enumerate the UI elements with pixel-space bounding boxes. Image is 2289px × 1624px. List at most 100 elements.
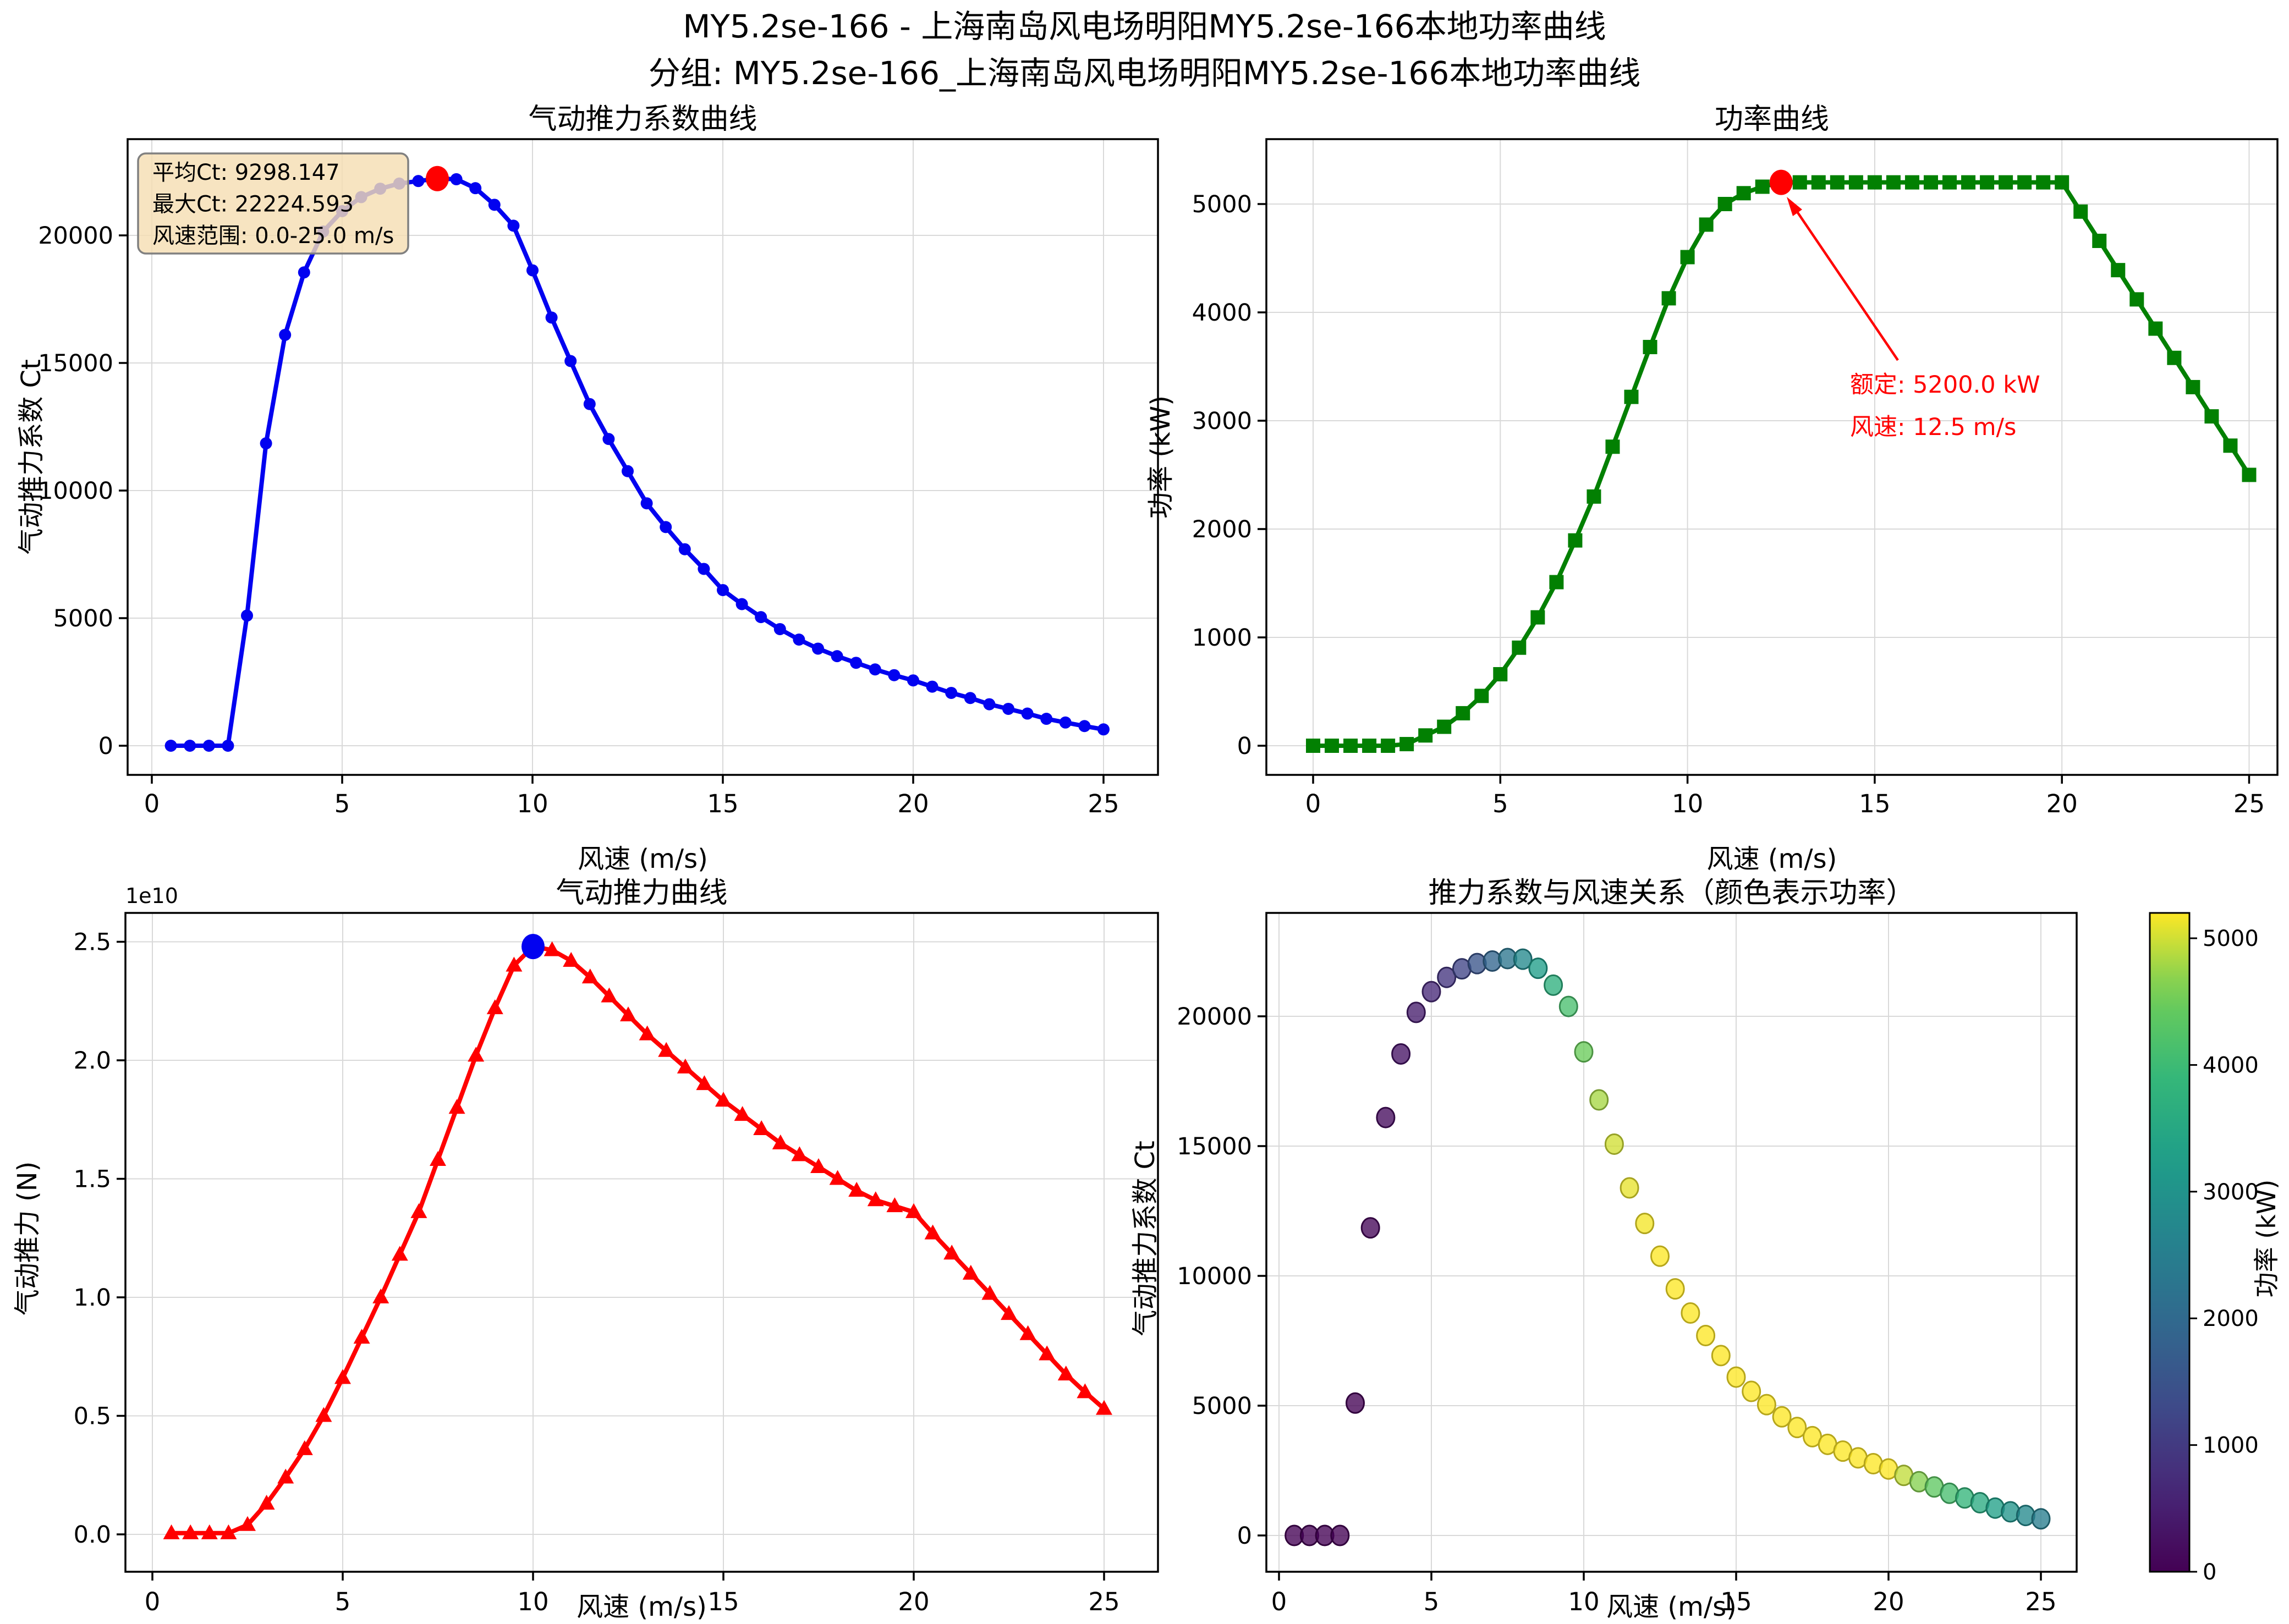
svg-text:5: 5 xyxy=(1424,1587,1440,1616)
x-axis: 0 5 10 15 20 25 风速 (m/s) xyxy=(1305,775,2265,874)
svg-text:5000: 5000 xyxy=(1192,191,1252,218)
rated-annotation: 额定: 5200.0 kW 风速: 12.5 m/s xyxy=(1787,197,2040,441)
svg-text:5000: 5000 xyxy=(53,605,113,632)
svg-text:25: 25 xyxy=(1088,1587,1119,1616)
svg-text:2000: 2000 xyxy=(1192,516,1252,543)
svg-text:4000: 4000 xyxy=(2203,1053,2259,1078)
svg-text:3000: 3000 xyxy=(1192,408,1252,435)
svg-text:风速 (m/s): 风速 (m/s) xyxy=(577,1592,707,1622)
svg-text:20: 20 xyxy=(898,1587,929,1616)
svg-text:0: 0 xyxy=(1237,1522,1252,1550)
svg-text:气动推力 (N): 气动推力 (N) xyxy=(12,1161,43,1316)
svg-text:3000: 3000 xyxy=(2203,1180,2259,1205)
svg-text:20: 20 xyxy=(1873,1587,1904,1616)
svg-text:15000: 15000 xyxy=(1177,1133,1252,1160)
svg-text:气动推力系数 Ct: 气动推力系数 Ct xyxy=(1130,1141,1161,1336)
svg-text:10000: 10000 xyxy=(1177,1263,1252,1290)
svg-text:20000: 20000 xyxy=(1177,1003,1252,1031)
svg-text:10: 10 xyxy=(1568,1587,1599,1616)
power-curve-rated-marker xyxy=(1769,169,1793,195)
y-axis: 0 5000 10000 15000 20000 气动推力系数 Ct xyxy=(1130,1003,1266,1550)
panel-title: 气动推力曲线 xyxy=(556,877,727,910)
svg-text:风速 (m/s): 风速 (m/s) xyxy=(1606,1592,1737,1622)
svg-text:0: 0 xyxy=(98,733,113,760)
svg-text:15: 15 xyxy=(707,789,738,818)
svg-text:1000: 1000 xyxy=(1192,624,1252,652)
svg-text:10000: 10000 xyxy=(38,477,113,505)
svg-text:风速 (m/s): 风速 (m/s) xyxy=(1707,844,1837,874)
svg-text:风速 (m/s): 风速 (m/s) xyxy=(578,844,708,874)
svg-text:15: 15 xyxy=(1720,1587,1752,1616)
svg-text:2000: 2000 xyxy=(2203,1306,2259,1331)
svg-text:5: 5 xyxy=(335,1587,351,1616)
svg-text:10: 10 xyxy=(1672,789,1703,818)
svg-text:最大Ct: 22224.593: 最大Ct: 22224.593 xyxy=(152,192,354,217)
spines xyxy=(124,912,1159,1573)
power-colorbar: 0 1000 2000 3000 4000 5000 功率 (kW) xyxy=(2149,912,2281,1585)
svg-text:1000: 1000 xyxy=(2203,1433,2259,1458)
x-axis: 0 5 10 15 20 25 风速 (m/s) xyxy=(1271,1572,2057,1622)
svg-text:5000: 5000 xyxy=(1192,1392,1252,1420)
spines xyxy=(1265,138,2279,776)
panel-title: 推力系数与风速关系（颜色表示功率） xyxy=(1428,877,1914,910)
svg-text:15000: 15000 xyxy=(38,350,113,377)
svg-text:10: 10 xyxy=(517,1587,548,1616)
svg-text:25: 25 xyxy=(1088,789,1119,818)
svg-text:0: 0 xyxy=(1305,789,1321,818)
svg-text:5000: 5000 xyxy=(2203,926,2259,951)
svg-text:0: 0 xyxy=(144,789,160,818)
svg-text:5: 5 xyxy=(334,789,350,818)
svg-text:5: 5 xyxy=(1492,789,1508,818)
spines xyxy=(127,138,1159,776)
svg-text:25: 25 xyxy=(2025,1587,2056,1616)
svg-text:0: 0 xyxy=(2203,1560,2216,1585)
x-axis: 0 5 10 15 20 25 风速 (m/s) xyxy=(144,775,1119,874)
spines xyxy=(1265,912,2078,1573)
y-axis: 0 1000 2000 3000 4000 5000 功率 (kW) xyxy=(1145,191,1266,760)
svg-text:2.0: 2.0 xyxy=(74,1047,111,1075)
panel-title: 气动推力系数曲线 xyxy=(528,103,757,136)
panel-power-curve: 额定: 5200.0 kW 风速: 12.5 m/s 0 5 10 15 20 25 风速 (m… xyxy=(1145,103,2279,874)
svg-text:4000: 4000 xyxy=(1192,299,1252,327)
svg-text:功率 (kW): 功率 (kW) xyxy=(2252,1180,2281,1298)
svg-text:1.0: 1.0 xyxy=(74,1284,111,1312)
svg-text:15: 15 xyxy=(1859,789,1890,818)
panel-title: 功率曲线 xyxy=(1715,103,1829,136)
svg-text:20: 20 xyxy=(897,789,929,818)
x-axis: 0 5 10 15 20 25 风速 (m/s) xyxy=(145,1572,1120,1622)
svg-text:2.5: 2.5 xyxy=(74,929,111,956)
y-axis: 0 5000 10000 15000 20000 气动推力系数 Ct xyxy=(16,222,128,760)
svg-text:功率 (kW): 功率 (kW) xyxy=(1145,395,1176,519)
svg-text:0: 0 xyxy=(1271,1587,1287,1616)
svg-text:25: 25 xyxy=(2233,789,2265,818)
figure-suptitle-line2: 分组: MY5.2se-166_上海南岛风电场明阳MY5.2se-166本地功率… xyxy=(648,54,1641,92)
panel-ct-vs-wind-scatter: 0 5 10 15 20 25 风速 (m/s) 0 5000 10000 15000 20000 气动… xyxy=(1130,877,2078,1622)
grid xyxy=(1266,139,2277,775)
svg-text:0: 0 xyxy=(1237,733,1252,760)
ct-vs-wind-scatter-series xyxy=(1285,948,2051,1546)
svg-text:0: 0 xyxy=(145,1587,161,1616)
svg-text:0.0: 0.0 xyxy=(74,1521,111,1549)
panel-ct-coefficient-curve: 平均Ct: 9298.147 最大Ct: 22224.593 风速范围: 0.0-2… xyxy=(16,103,1159,874)
ct-coefficient-curve-peak-marker xyxy=(426,166,449,191)
power-curve-series xyxy=(1306,175,2257,753)
grid xyxy=(125,913,1158,1572)
y-axis: 0.0 0.5 1.0 1.5 2.0 2.5 气动推力 (N) 1e10 xyxy=(12,884,178,1549)
stats-tooltip-box: 平均Ct: 9298.147 最大Ct: 22224.593 风速范围: 0.0-2… xyxy=(137,152,409,255)
svg-text:平均Ct: 9298.147: 平均Ct: 9298.147 xyxy=(152,160,340,185)
panel-thrust-curve: 0 5 10 15 20 25 风速 (m/s) 0.0 0.5 1.0 1.5 2.0 2.5 气动推力… xyxy=(12,877,1159,1622)
svg-text:15: 15 xyxy=(707,1587,739,1616)
grid xyxy=(1266,913,2077,1572)
ct-coefficient-curve-series xyxy=(164,172,1110,752)
svg-text:20000: 20000 xyxy=(38,222,113,250)
svg-text:20: 20 xyxy=(2046,789,2078,818)
thrust-curve-series xyxy=(163,938,1112,1539)
svg-text:0.5: 0.5 xyxy=(74,1403,111,1430)
thrust-curve-peak-marker xyxy=(522,934,545,960)
svg-text:额定: 5200.0 kW: 额定: 5200.0 kW xyxy=(1850,371,2040,399)
svg-text:1.5: 1.5 xyxy=(74,1166,111,1193)
svg-text:10: 10 xyxy=(517,789,548,818)
svg-text:风速范围: 0.0-25.0 m/s: 风速范围: 0.0-25.0 m/s xyxy=(152,223,394,249)
